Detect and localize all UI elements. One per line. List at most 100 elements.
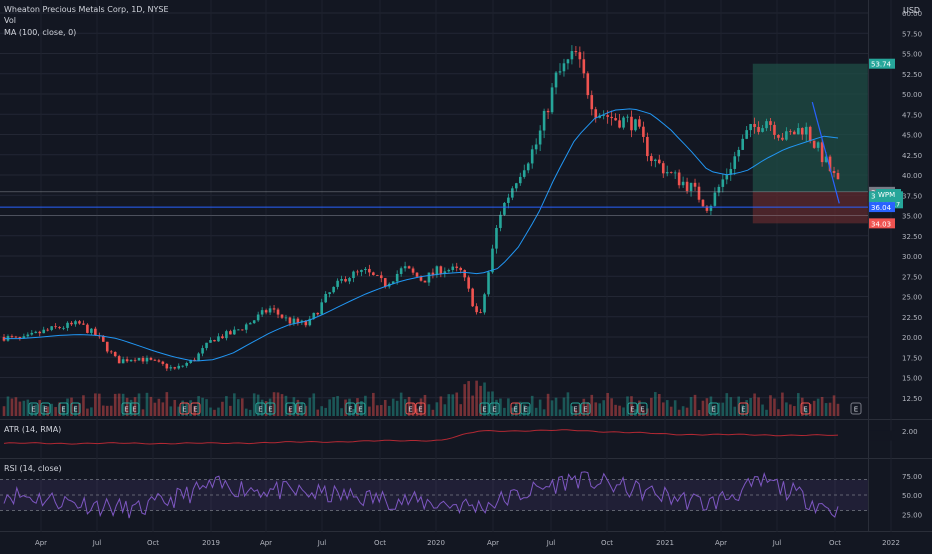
volume-bar [765,409,768,416]
rsi-pane [0,471,868,519]
long-position-tool[interactable] [752,63,868,224]
candle-body [233,329,236,335]
candle-body [832,171,836,174]
line-price-label: 36.04 [871,204,892,212]
volume-bar [550,400,554,416]
symbol-legend[interactable]: Wheaton Precious Metals Corp, 1D, NYSE [4,5,169,14]
candle-body [677,172,681,186]
candle-body [70,322,73,325]
candle-body [721,179,725,187]
candle-body [78,321,81,324]
candle-body [685,181,689,191]
volume-bar [642,409,645,416]
volume-bar [201,397,204,416]
candle-body [463,270,466,278]
volume-bar [598,403,602,416]
volume-bar [717,402,721,416]
volume-bar [6,396,10,416]
volume-bar [379,405,383,416]
price-axis-tick: 57.50 [902,30,922,38]
volume-bar [832,395,836,416]
candle-body [733,156,737,169]
candle-body [455,266,459,268]
candle-body [816,142,820,148]
price-axis-tick: 25.00 [902,294,922,302]
volume-bar [153,402,157,416]
volume-bar [594,402,598,416]
candle-body [340,279,343,281]
atr-legend[interactable]: ATR (14, RMA) [4,425,62,434]
earnings-marker-box [415,402,426,415]
candle-body [372,272,375,276]
currency-label[interactable]: USD [903,6,921,15]
ma-100-line [4,108,839,362]
volume-bar [248,409,252,416]
candle-body [415,272,419,277]
volume-bar [745,400,748,416]
volume-bar [260,399,264,416]
candle-body [244,324,248,330]
candle-body [185,363,188,366]
volume-bar [86,408,89,416]
price-axis-tick: 52.50 [902,71,922,79]
volume-bar [415,408,419,416]
earnings-marker-box [708,402,719,415]
volume-bar [94,393,97,416]
volume-bar [62,405,65,416]
volume-bar [340,408,343,416]
drawing-lines[interactable] [0,101,868,216]
price-axis-tick: 45.00 [902,132,922,140]
candle-body [221,336,224,339]
time-axis-tick: 2019 [202,539,220,547]
candle-body [650,156,653,161]
earnings-marker-label: E [258,406,262,414]
price-axis[interactable]: 60.00 57.50 55.00 52.50 50.00 47.50 45.00 42.50… [902,10,922,519]
earnings-marker-box [265,402,276,415]
volume-bar [125,397,129,416]
volume-bar [328,399,331,416]
candle-body [673,172,677,174]
volume-bar [685,407,689,416]
candle-body [586,73,590,96]
volume-bar [443,404,447,416]
candle-body [62,327,65,329]
volume-bar [511,407,514,416]
candle-body [614,118,617,121]
volume-bar [471,395,474,416]
volume-bar [229,405,232,416]
earnings-marker-box [190,402,201,415]
volume-bar [177,406,181,416]
volume-bar [268,398,272,416]
earnings-marker-label: E [492,406,496,414]
volume-bar [650,397,653,416]
candle-body [471,288,474,307]
candle-body [169,367,173,369]
candle-body [594,109,598,118]
volume-legend[interactable]: Vol [4,16,16,25]
volume-bar [113,393,117,416]
volume-bar [824,403,828,416]
price-axis-tick: 60.00 [902,10,922,18]
earnings-marker-label: E [803,406,807,414]
volume-bar [534,407,538,416]
earnings-marker-label: E [193,406,197,414]
candle-body [503,202,506,215]
candle-body [804,126,808,135]
volume-bar [411,403,415,416]
ticker-tag-bg [876,189,901,199]
volume-bar [312,393,316,416]
candle-body [781,137,784,140]
volume-bar [761,404,764,416]
candle-body [431,272,435,275]
ma-legend[interactable]: MA (100, close, 0) [4,28,77,37]
volume-bar [820,396,824,416]
volume-bar [606,392,609,416]
volume-bar [50,403,53,416]
rsi-legend[interactable]: RSI (14, close) [4,464,62,473]
volume-bar [507,398,510,416]
time-axis[interactable]: Apr Jul Oct 2019 Apr Jul Oct 2020 Apr Jul Oct 2021 A… [35,539,900,547]
earnings-marker-label: E [288,406,292,414]
